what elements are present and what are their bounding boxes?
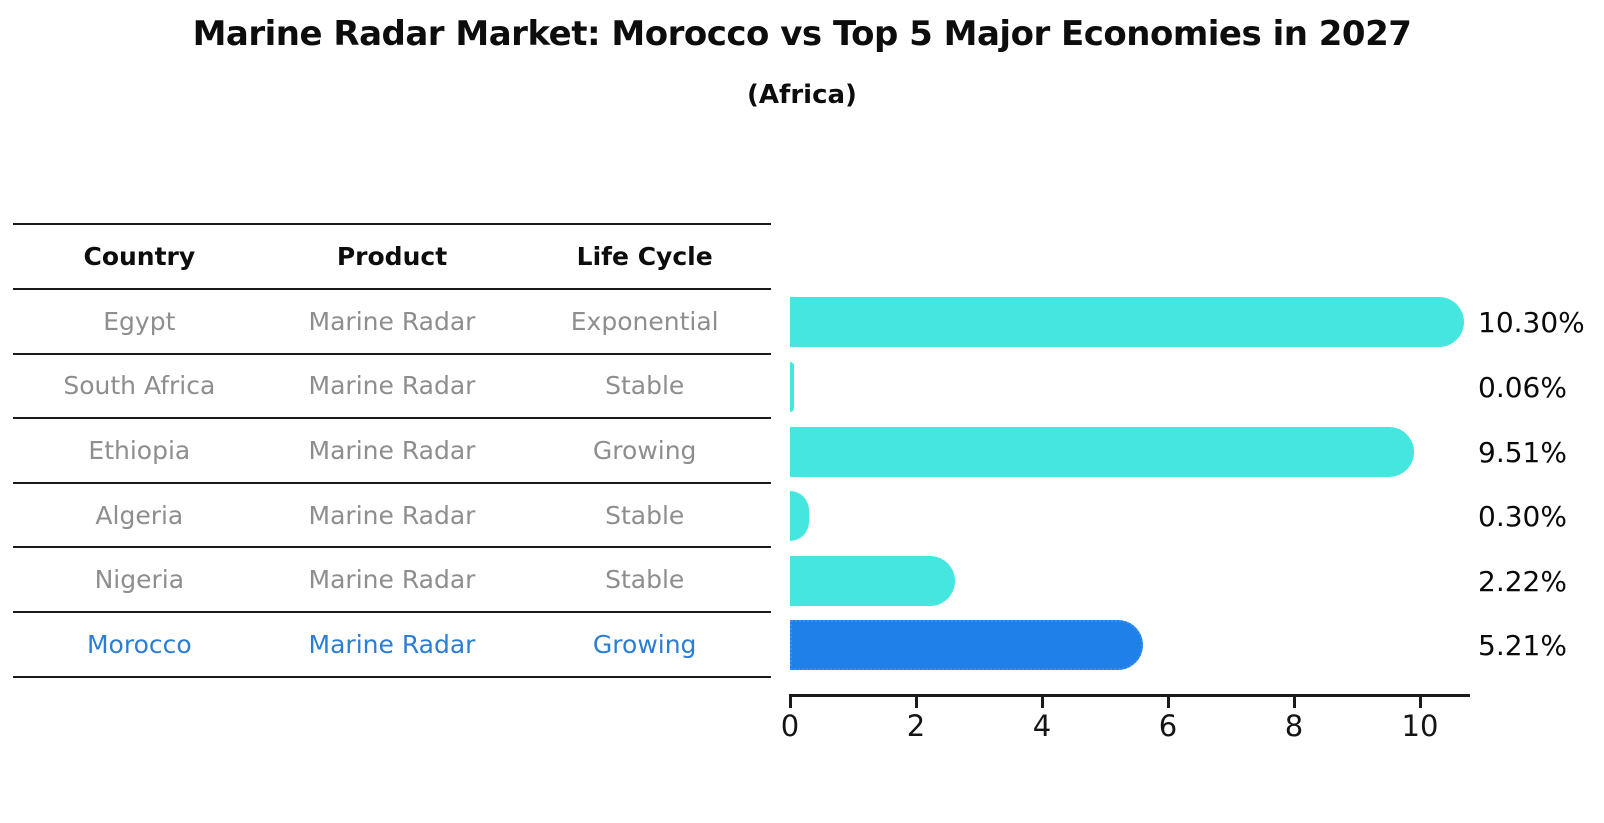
table-row-nigeria: Nigeria Marine Radar Stable: [13, 548, 771, 613]
x-tick-label: 6: [1158, 709, 1178, 743]
value-label-egypt: 10.30%: [1478, 306, 1585, 340]
table-row-morocco: Morocco Marine Radar Growing: [13, 613, 771, 678]
cell-life-cycle: Stable: [605, 500, 685, 530]
x-tick-mark: [1040, 697, 1044, 708]
table-row-ethiopia: Ethiopia Marine Radar Growing: [13, 419, 771, 484]
country-table: Country Product Life Cycle Egypt Marine …: [13, 223, 771, 678]
x-tick-mark: [788, 697, 792, 708]
x-tick-mark: [1292, 697, 1296, 708]
cell-life-cycle: Growing: [592, 435, 697, 465]
cell-country: Algeria: [95, 500, 184, 530]
x-tick-mark: [1418, 697, 1422, 708]
bar-algeria: [790, 491, 809, 542]
value-label-south-africa: 0.06%: [1478, 370, 1567, 404]
bar-nigeria: [790, 555, 955, 606]
x-tick-label: 2: [906, 709, 926, 743]
cell-life-cycle: Stable: [605, 371, 685, 401]
x-tick-mark: [1166, 697, 1170, 708]
cell-country: Morocco: [86, 629, 192, 659]
column-header-product: Product: [336, 242, 448, 271]
table-header-row: Country Product Life Cycle: [13, 225, 771, 290]
x-tick-label: 4: [1032, 709, 1052, 743]
value-label-ethiopia: 9.51%: [1478, 435, 1567, 469]
bar-morocco: [790, 620, 1144, 671]
cell-product: Marine Radar: [308, 371, 476, 401]
cell-product: Marine Radar: [308, 629, 476, 659]
bar-south-africa: [790, 361, 794, 412]
x-tick-label: 8: [1284, 709, 1304, 743]
x-axis-line: [789, 694, 1470, 697]
chart-subtitle: (Africa): [747, 80, 857, 110]
bar-egypt: [790, 297, 1464, 348]
value-label-morocco: 5.21%: [1478, 629, 1567, 663]
cell-life-cycle: Stable: [605, 565, 685, 595]
cell-country: Egypt: [103, 306, 176, 336]
cell-product: Marine Radar: [308, 435, 476, 465]
table-row-south-africa: South Africa Marine Radar Stable: [13, 355, 771, 420]
cell-country: Ethiopia: [88, 435, 191, 465]
value-label-nigeria: 2.22%: [1478, 564, 1567, 598]
column-header-country: Country: [83, 242, 196, 271]
table-row-algeria: Algeria Marine Radar Stable: [13, 484, 771, 549]
cell-product: Marine Radar: [308, 306, 476, 336]
cell-product: Marine Radar: [308, 500, 476, 530]
x-tick-label: 10: [1401, 709, 1439, 743]
cell-life-cycle: Exponential: [570, 306, 719, 336]
table-row-egypt: Egypt Marine Radar Exponential: [13, 290, 771, 355]
value-label-algeria: 0.30%: [1478, 500, 1567, 534]
cell-life-cycle: Growing: [592, 629, 697, 659]
bar-ethiopia: [790, 426, 1415, 477]
chart-title: Marine Radar Market: Morocco vs Top 5 Ma…: [192, 14, 1412, 54]
cell-country: South Africa: [63, 371, 216, 401]
column-header-life-cycle: Life Cycle: [576, 242, 713, 271]
cell-product: Marine Radar: [308, 565, 476, 595]
cell-country: Nigeria: [94, 565, 185, 595]
x-tick-mark: [914, 697, 918, 708]
x-tick-label: 0: [780, 709, 800, 743]
